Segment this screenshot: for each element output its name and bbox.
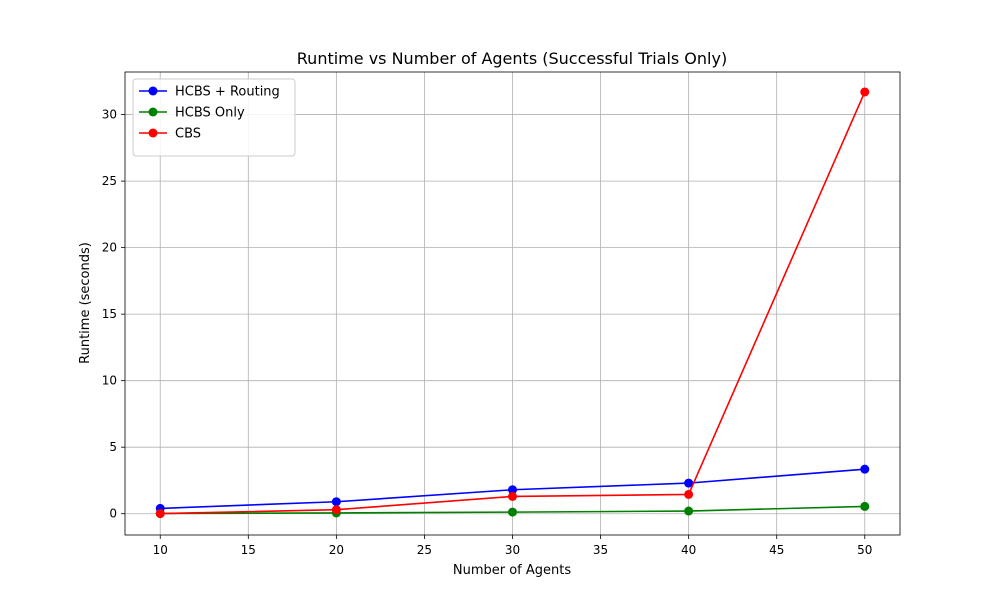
y-tick-label: 30	[102, 108, 117, 122]
legend-box	[132, 78, 296, 157]
series-group	[155, 87, 870, 519]
data-point	[684, 506, 694, 516]
data-point	[155, 509, 165, 519]
y-tick-label: 5	[109, 440, 117, 454]
legend: HCBS + Routing HCBS Only CBS	[132, 78, 296, 157]
x-tick-label: 10	[153, 543, 168, 557]
x-axis-label: Number of Agents	[453, 563, 571, 578]
data-point	[684, 478, 694, 488]
legend-label: HCBS + Routing	[175, 85, 280, 100]
legend-marker	[148, 107, 158, 117]
x-tick-label: 40	[681, 543, 696, 557]
series-0	[155, 464, 870, 513]
data-point	[508, 485, 517, 495]
data-point	[331, 497, 341, 507]
legend-label: CBS	[175, 127, 201, 142]
x-tick-label: 45	[769, 543, 784, 557]
chart-title: Runtime vs Number of Agents (Successful …	[297, 49, 727, 68]
legend-label: HCBS Only	[175, 106, 245, 121]
x-tick-label: 50	[857, 543, 872, 557]
x-tick-label: 25	[417, 543, 432, 557]
data-point	[508, 507, 517, 517]
x-tick-label: 20	[329, 543, 344, 557]
data-point	[331, 505, 341, 515]
legend-marker	[148, 86, 158, 96]
x-tick-label: 15	[241, 543, 256, 557]
axes: 10 15 20 25 30 35 40 45 50 0 5 10 15 20 25 30	[102, 71, 901, 557]
x-tick-label: 30	[505, 543, 520, 557]
x-tick-label: 35	[593, 543, 608, 557]
data-point	[508, 491, 517, 501]
data-point	[860, 501, 870, 511]
y-tick-label: 25	[102, 174, 117, 188]
data-point	[684, 489, 694, 499]
series-2	[155, 87, 870, 519]
y-tick-label: 20	[102, 241, 117, 255]
data-point	[860, 464, 870, 474]
y-axis-label: Runtime (seconds)	[78, 242, 93, 364]
legend-marker	[148, 128, 158, 138]
y-tick-label: 10	[102, 374, 117, 388]
y-tick-label: 15	[102, 307, 117, 321]
y-tick-label: 0	[109, 507, 117, 521]
data-point	[860, 87, 870, 97]
